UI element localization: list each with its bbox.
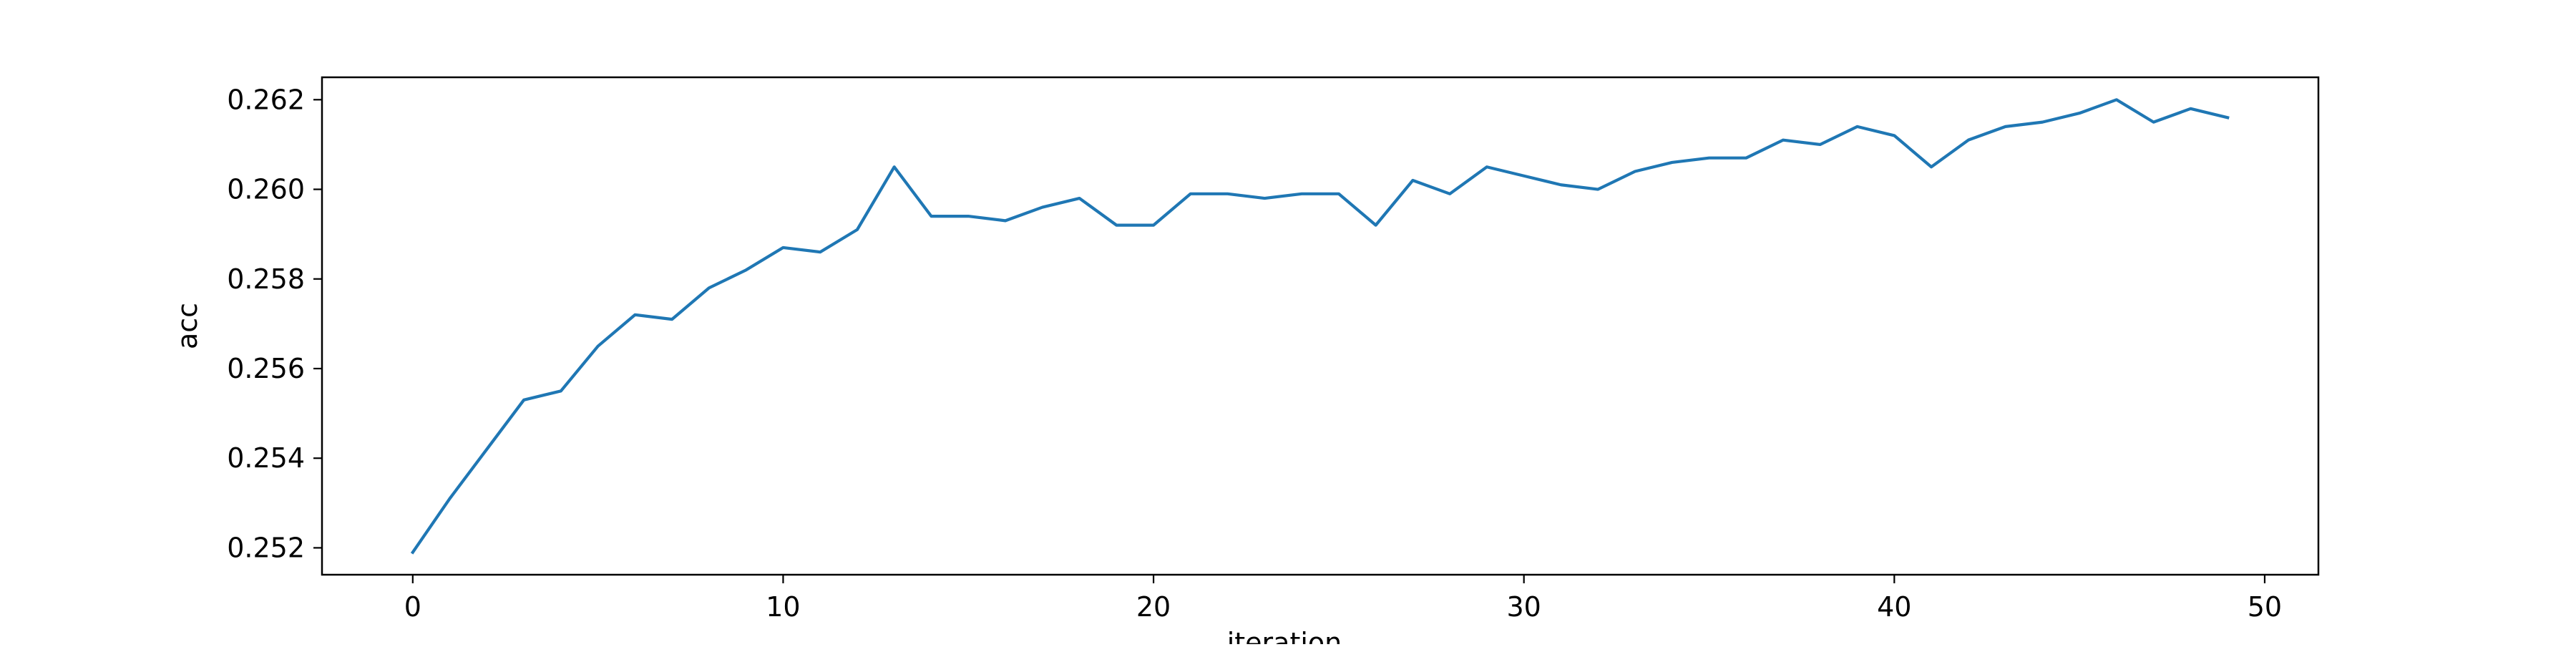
y-tick-label: 0.260: [227, 174, 305, 205]
y-axis-label: acc: [172, 303, 203, 349]
x-tick-label: 20: [1136, 591, 1171, 623]
x-tick-label: 40: [1877, 591, 1911, 623]
ticks-layer: 0 10 20 30 40 50 0.252 0.254 0.256 0.258 0.260 0.26…: [227, 84, 2282, 623]
y-tick-label: 0.258: [227, 263, 305, 295]
series-layer: [413, 99, 2228, 553]
y-tick-label: 0.252: [227, 532, 305, 563]
series-line: [413, 99, 2228, 552]
x-tick-label: 0: [404, 591, 421, 623]
y-tick-label: 0.262: [227, 84, 305, 115]
x-tick-label: 50: [2248, 591, 2282, 623]
y-tick-label: 0.256: [227, 353, 305, 384]
x-tick-label: 10: [766, 591, 800, 623]
x-axis-label: iteration: [1227, 627, 1342, 644]
x-tick-label: 30: [1507, 591, 1541, 623]
y-tick-label: 0.254: [227, 442, 305, 474]
